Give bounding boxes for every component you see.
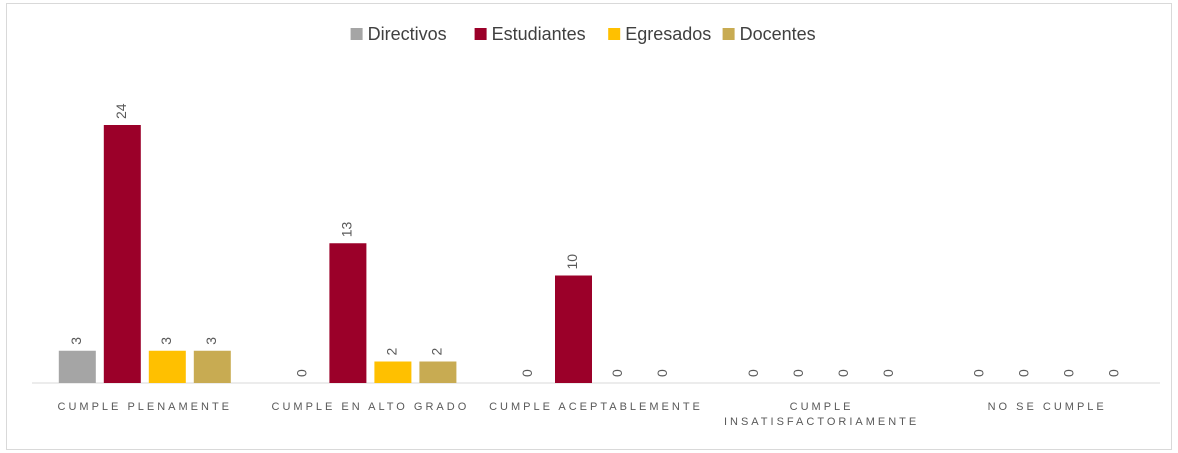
legend-label: Egresados <box>625 24 711 44</box>
data-label: 10 <box>564 254 580 270</box>
legend-label: Estudiantes <box>492 24 586 44</box>
chart-border <box>6 3 1172 450</box>
bar <box>374 361 412 383</box>
data-label: 0 <box>1060 369 1076 377</box>
bar <box>419 361 457 383</box>
bar <box>103 125 141 383</box>
x-tick-label: CUMPLE INSATISFACTORIAMENTE <box>723 401 920 428</box>
data-label: 2 <box>384 348 400 356</box>
legend-swatch <box>722 28 735 40</box>
bar <box>193 350 231 383</box>
legend-swatch <box>474 28 487 40</box>
x-tick-label: CUMPLE ACEPTABLEMENTE <box>489 401 703 413</box>
data-label: 0 <box>880 369 896 377</box>
data-label: 0 <box>609 369 625 377</box>
x-tick-label: NO SE CUMPLE <box>987 401 1107 413</box>
data-label: 0 <box>294 369 310 377</box>
legend-swatch <box>350 28 363 40</box>
data-label: 0 <box>1015 369 1031 377</box>
legend-swatch <box>608 28 621 40</box>
x-tick-label: CUMPLE EN ALTO GRADO <box>271 401 470 413</box>
data-label: 0 <box>1105 369 1121 377</box>
data-label: 3 <box>68 337 84 345</box>
data-label: 3 <box>158 337 174 345</box>
bar <box>58 350 96 383</box>
data-label: 3 <box>203 337 219 345</box>
data-label: 0 <box>790 369 806 377</box>
data-label: 0 <box>654 369 670 377</box>
data-label: 0 <box>970 369 986 377</box>
data-label: 0 <box>745 369 761 377</box>
data-label: 24 <box>113 103 129 119</box>
bar <box>148 350 186 383</box>
legend-label: Docentes <box>740 24 816 44</box>
bar <box>329 243 367 383</box>
data-label: 13 <box>339 221 355 237</box>
bar <box>555 275 592 383</box>
data-label: 0 <box>835 369 851 377</box>
data-label: 0 <box>519 369 535 377</box>
data-label: 2 <box>429 348 445 356</box>
legend-label: Directivos <box>368 24 447 44</box>
x-tick-label: CUMPLE PLENAMENTE <box>57 401 233 413</box>
